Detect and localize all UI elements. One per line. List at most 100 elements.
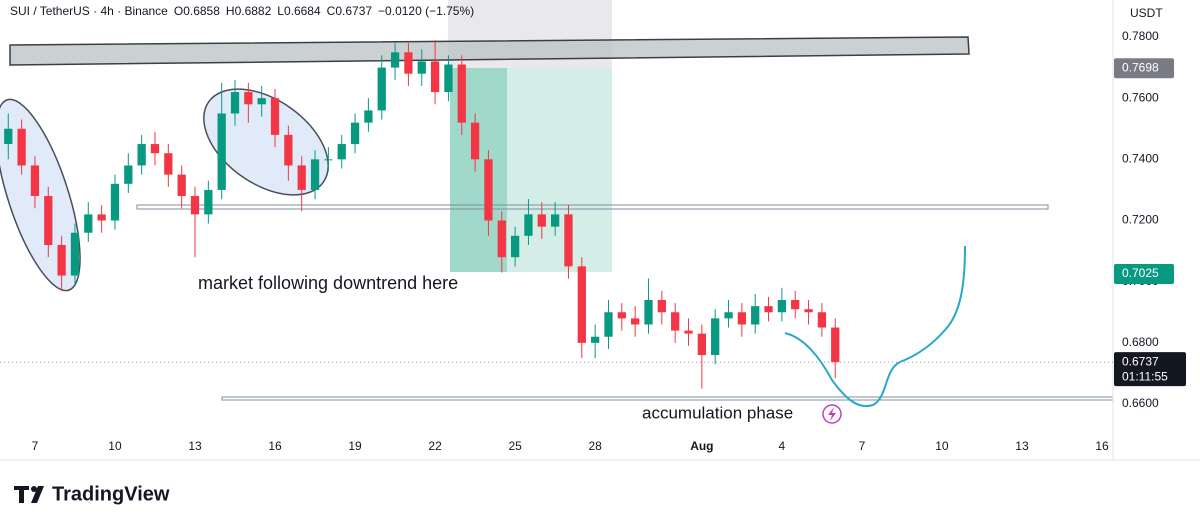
candle-body <box>550 214 560 227</box>
ohlc-change: −0.0120 (−1.75%) <box>378 4 474 18</box>
candle-body <box>190 196 200 215</box>
candle-body <box>591 336 600 343</box>
x-tick-label: 7 <box>859 439 866 453</box>
candle-body <box>470 122 480 160</box>
candle-body <box>404 52 413 74</box>
y-tick-label: 0.7200 <box>1122 213 1159 227</box>
symbol: SUI / TetherUS · 4h · Binance <box>10 4 168 18</box>
candle-body <box>564 214 573 267</box>
candle-body <box>17 128 26 166</box>
candle-body <box>284 134 293 166</box>
candle-body <box>164 153 173 175</box>
support-zone <box>136 204 1049 210</box>
candle-body <box>724 312 733 319</box>
projection-curve <box>784 245 966 408</box>
candle-body <box>177 174 186 197</box>
header: SUI / TetherUS · 4h · Binance O0.6858 H0.6… <box>10 4 474 18</box>
candle-body <box>110 183 120 221</box>
y-tick-label: 0.7600 <box>1122 90 1159 104</box>
candle-body <box>764 306 773 313</box>
candle-body <box>644 300 653 325</box>
x-tick-label: 16 <box>268 439 282 453</box>
candle-body <box>324 159 333 161</box>
candle-body <box>831 327 840 363</box>
candle-body <box>377 67 386 111</box>
candle-body <box>537 214 546 227</box>
x-tick-label: 10 <box>935 439 949 453</box>
candle-body <box>44 196 53 245</box>
candle-body <box>617 312 626 319</box>
candle-body <box>817 312 827 328</box>
annotation: market following downtrend here <box>198 273 458 293</box>
candle-body <box>804 309 813 313</box>
y-tick-label: 0.7400 <box>1122 152 1159 166</box>
x-tick-label: 13 <box>188 439 202 453</box>
candle-body <box>777 300 787 313</box>
candle-body <box>270 98 280 135</box>
x-tick-label: 28 <box>588 439 602 453</box>
candle-body <box>4 128 13 145</box>
price-badge <box>1114 264 1174 285</box>
candle-body <box>230 92 240 114</box>
candle-body <box>751 306 760 325</box>
candle-body <box>684 330 693 334</box>
candle-body <box>497 220 506 258</box>
candle-body <box>97 214 106 221</box>
ohlc-open: O0.6858 <box>174 4 220 18</box>
candle-body <box>30 165 40 197</box>
y-tick-label: 0.7800 <box>1122 29 1159 43</box>
x-tick-label: Aug <box>690 439 713 453</box>
candle-body <box>417 61 426 74</box>
candle-body <box>57 244 66 276</box>
candle-body <box>457 64 466 123</box>
candle-body <box>524 214 533 236</box>
candle-body <box>244 92 253 105</box>
candle-body <box>84 214 93 233</box>
alert-icon-bolt <box>828 407 836 421</box>
demand-zone <box>221 396 1114 401</box>
resistance-zone <box>9 36 970 66</box>
x-tick-label: 25 <box>508 439 522 453</box>
candle-body <box>150 144 160 154</box>
brand: TradingView <box>52 483 170 505</box>
candle-body <box>297 165 306 190</box>
candle-body <box>484 159 493 221</box>
price-badge-label: 0.7025 <box>1122 266 1159 280</box>
y-tick-label: 0.6600 <box>1122 396 1159 410</box>
candle-body <box>604 312 613 337</box>
candle-body <box>337 144 346 160</box>
x-tick-label: 7 <box>32 439 39 453</box>
ohlc-close: C0.6737 <box>327 4 373 18</box>
brand-logo <box>14 486 44 503</box>
candle-body <box>791 300 800 310</box>
x-tick-label: 16 <box>1095 439 1109 453</box>
x-tick-label: 22 <box>428 439 442 453</box>
x-tick-label: 4 <box>779 439 786 453</box>
candle-body <box>310 159 320 190</box>
candle-body <box>657 300 666 313</box>
candle-body <box>257 98 266 105</box>
annotation: accumulation phase <box>642 403 793 422</box>
y-tick-label: 0.6800 <box>1122 335 1159 349</box>
x-tick-label: 19 <box>348 439 362 453</box>
candle-body <box>137 144 146 166</box>
candle-body <box>631 318 640 325</box>
candle-body <box>577 266 586 343</box>
candles <box>4 40 840 389</box>
candle-body <box>737 312 747 325</box>
candle-body <box>697 333 706 356</box>
candle-body <box>390 52 400 68</box>
candle-body <box>124 165 133 184</box>
axis-unit: USDT <box>1130 6 1163 20</box>
candle-body <box>217 113 226 190</box>
candle-body <box>444 64 453 93</box>
last-price-badge <box>1114 352 1186 387</box>
candle-body <box>671 312 680 331</box>
countdown: 01:11:55 <box>1122 369 1168 383</box>
candle-body <box>711 318 720 356</box>
candle-body <box>430 61 440 93</box>
ohlc-low: L0.6684 <box>277 4 321 18</box>
candle-body <box>350 122 360 145</box>
